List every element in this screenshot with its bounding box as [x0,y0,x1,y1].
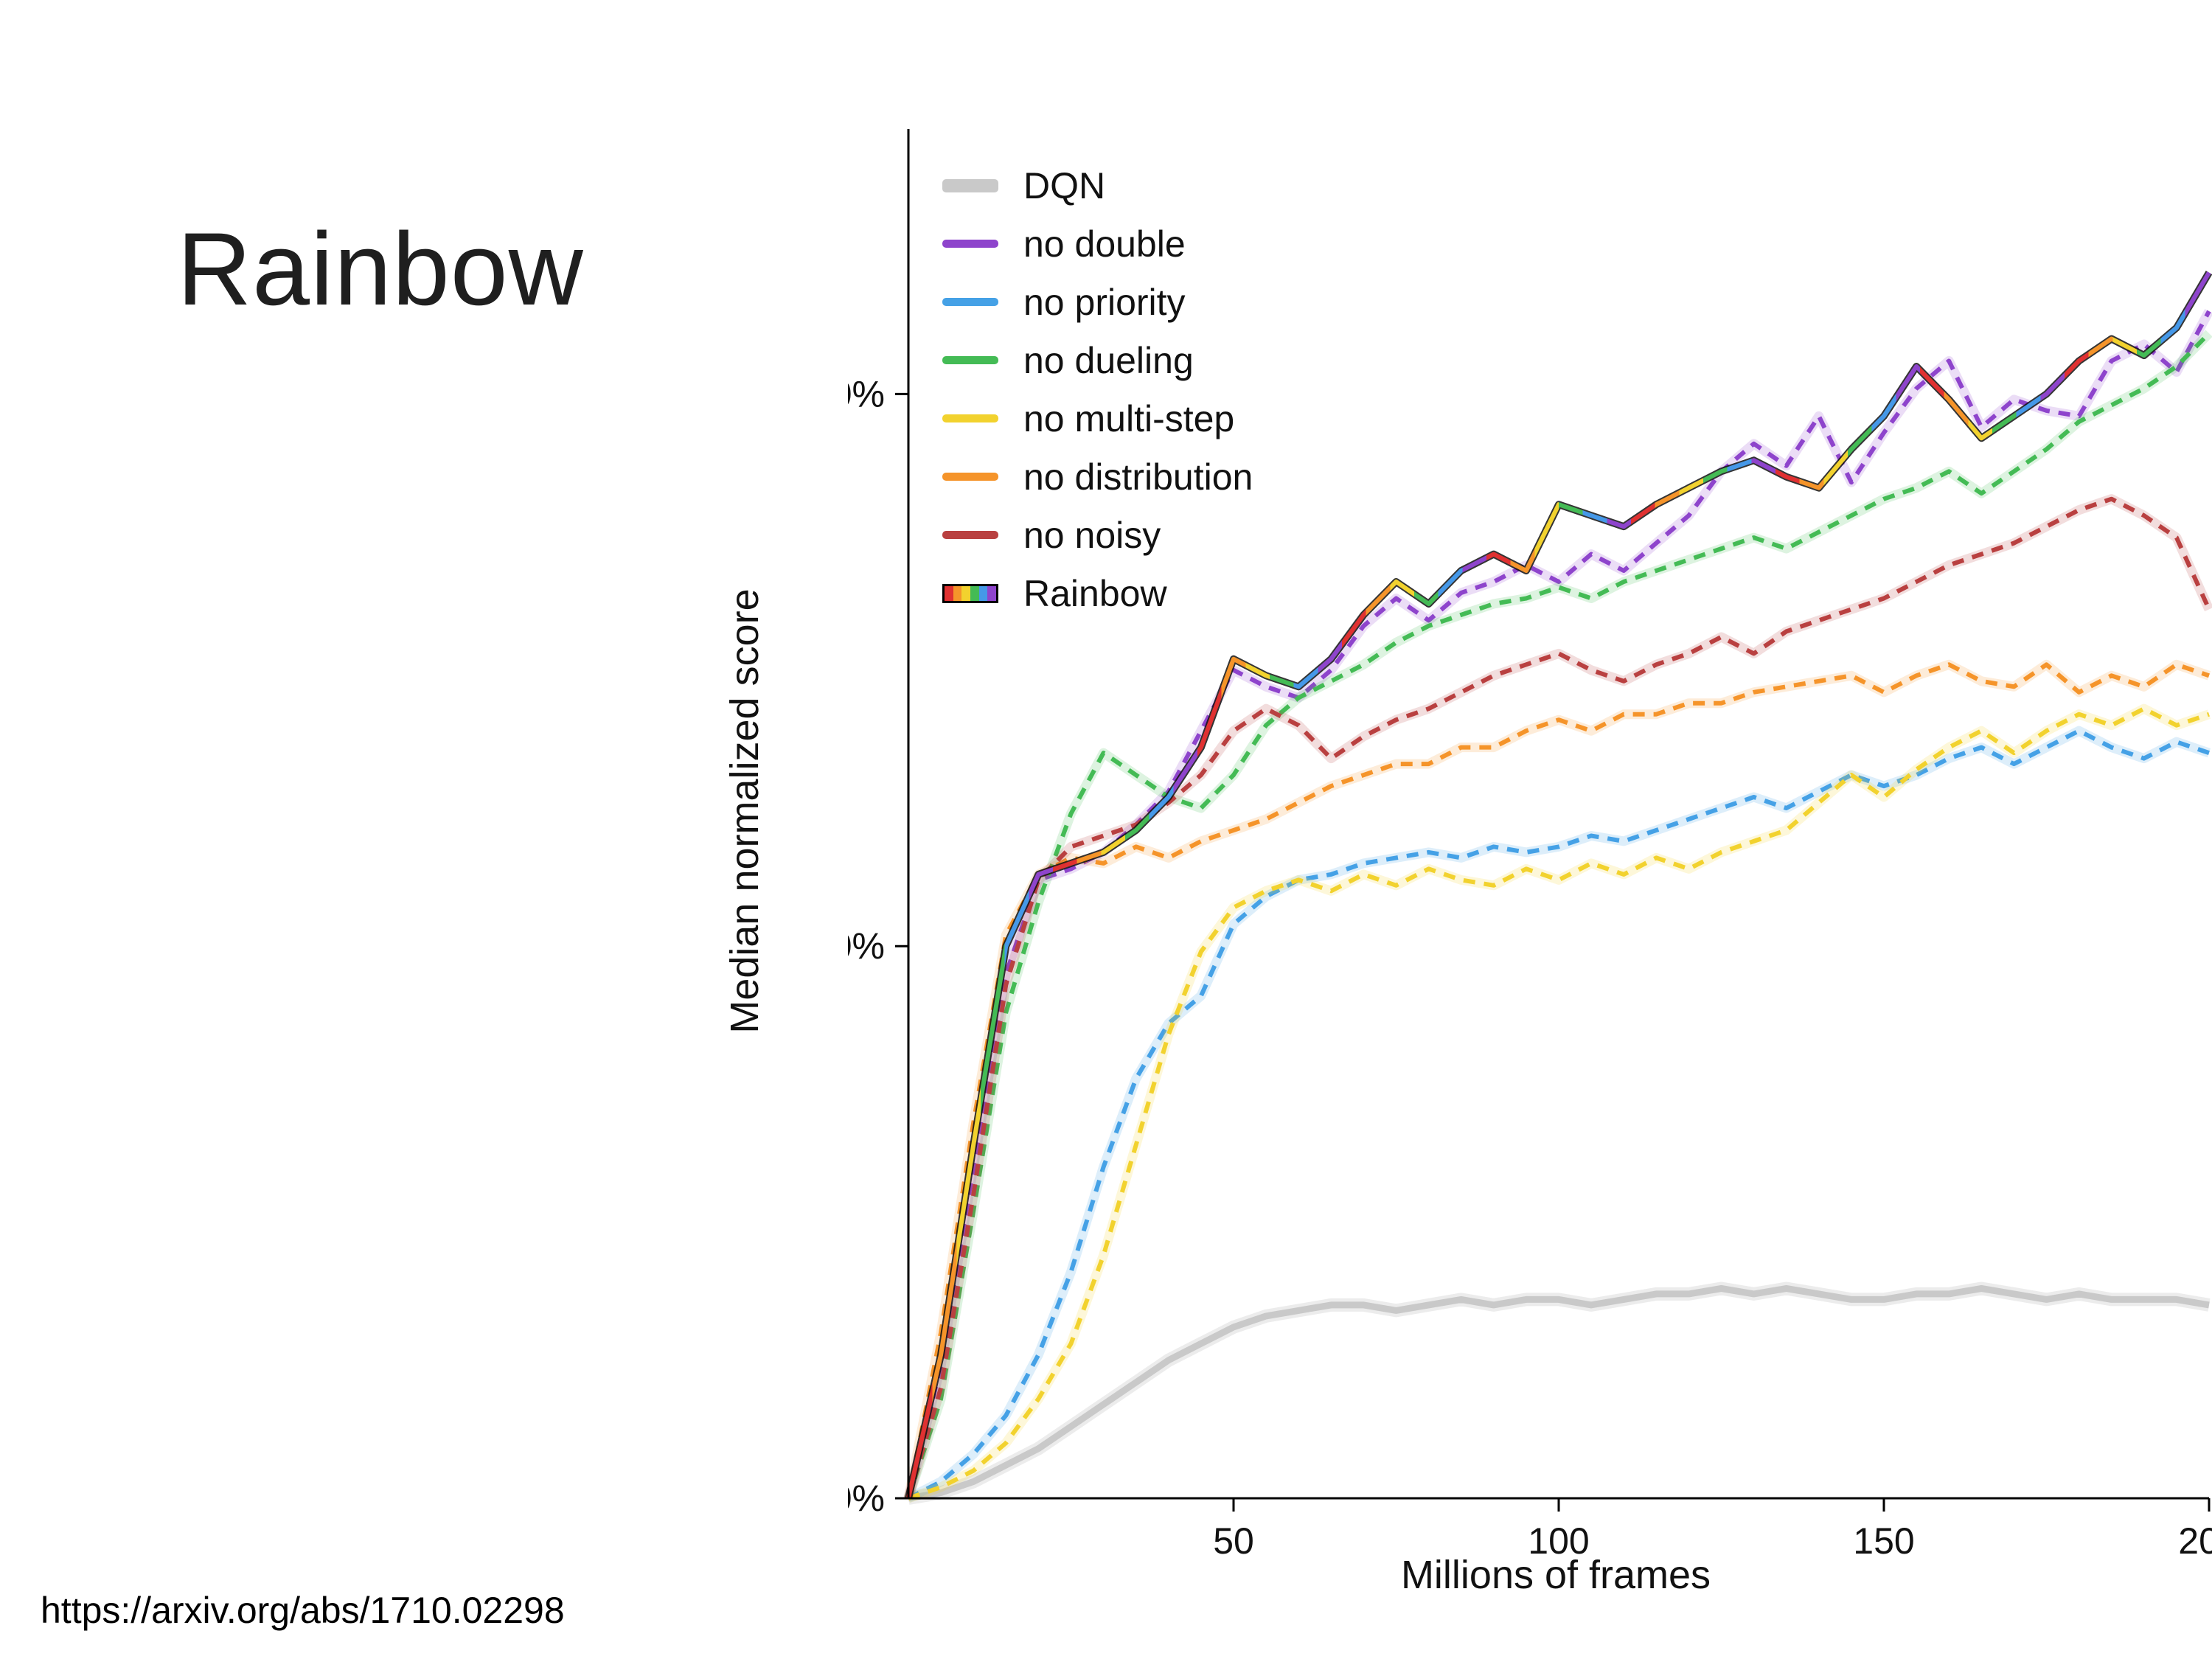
legend-swatch-no-dueling [942,356,998,364]
series-line-dqn-halo [907,1281,2211,1505]
legend-label-no-distribution: no distribution [1023,456,1253,498]
legend-label-dqn: DQN [1023,164,1106,206]
legend-item-no-dueling: no dueling [942,331,1253,389]
x-axis-label: Millions of frames [1400,1553,1711,1597]
legend-label-no-noisy: no noisy [1023,514,1161,556]
x-tick-label-100: 100 [1528,1520,1589,1562]
y-tick-label-200: 200% [848,373,885,414]
y-tick-label-100: 100% [848,925,885,967]
legend-item-no-distribution: no distribution [942,448,1253,506]
legend-item-no-priority: no priority [942,273,1253,331]
legend-swatch-no-multi-step [942,414,998,422]
series-line-no-dueling-halo [903,330,2212,1500]
chart-legend: DQN no double no priority no dueling no mult… [942,156,1253,622]
series-line-no-multi-step-halo [906,703,2211,1503]
legend-swatch-no-priority [942,298,998,306]
x-tick-label-150: 150 [1853,1520,1914,1562]
series-line-no-noisy [906,496,2211,1499]
y-tick-label-0: 0% [848,1478,885,1519]
legend-item-dqn: DQN [942,156,1253,215]
legend-swatch-no-noisy [942,531,998,539]
series-line-dqn [908,1285,2210,1502]
series-line-no-distribution-halo [903,659,2211,1500]
legend-swatch-rainbow [942,583,998,603]
source-url: https://arxiv.org/abs/1710.02298 [41,1590,565,1631]
series-line-rainbow [906,271,2211,1499]
series-line-no-multi-step [908,706,2210,1500]
legend-item-rainbow: Rainbow [942,564,1253,622]
series-line-no-distribution [906,662,2210,1499]
legend-label-no-priority: no priority [1023,281,1186,323]
x-tick-label-50: 50 [1213,1520,1254,1562]
series-line-no-priority [907,728,2210,1500]
legend-item-no-noisy: no noisy [942,506,1253,564]
legend-item-no-multi-step: no multi-step [942,389,1253,448]
legend-item-no-double: no double [942,215,1253,273]
legend-label-rainbow: Rainbow [1023,572,1167,614]
legend-label-no-double: no double [1023,223,1186,265]
x-tick-label-200: 200 [2178,1520,2212,1562]
slide-title: Rainbow [177,210,584,327]
legend-swatch-no-distribution [942,473,998,481]
legend-label-no-multi-step: no multi-step [1023,397,1235,439]
legend-swatch-dqn [942,178,998,192]
chart-canvas: 0% 100% 200% 50 100 150 200 [848,129,2212,1562]
y-axis-label: Median normalized score [723,588,767,1034]
legend-swatch-no-double [942,240,998,248]
legend-label-no-dueling: no dueling [1023,339,1194,381]
rainbow-ablation-chart: 0% 100% 200% 50 100 150 200 [848,111,2212,1593]
series-line-no-noisy-halo [903,494,2212,1500]
